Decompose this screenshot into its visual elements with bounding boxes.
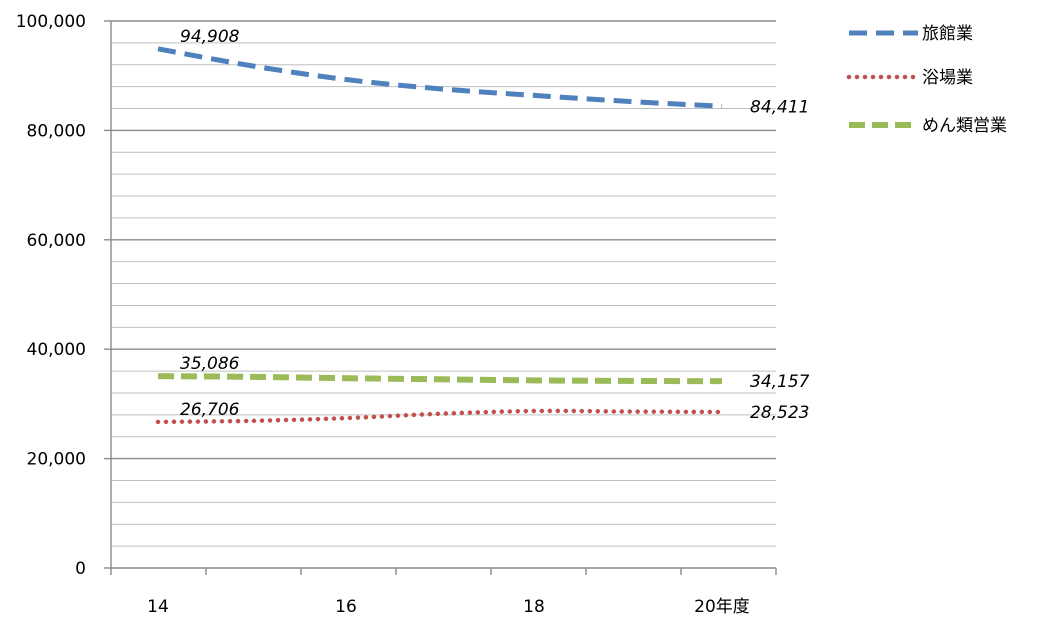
y-tick-label: 20,000 — [27, 450, 86, 470]
data-label: 35,086 — [180, 354, 240, 374]
y-tick-label: 80,000 — [27, 121, 86, 141]
x-tick-label: 14 — [147, 597, 169, 617]
y-tick-label: 60,000 — [27, 231, 86, 251]
data-labels: 94,908 84,411 26,706 28,523 35,086 34,157 — [180, 27, 810, 423]
legend-label: 浴場業 — [922, 68, 973, 88]
x-axis-ticks: 14 16 18 20年度 — [110, 568, 777, 617]
y-tick-label: 0 — [75, 559, 86, 579]
series-lines — [155, 46, 725, 425]
legend-label: めん類営業 — [922, 116, 1007, 136]
axes — [110, 21, 776, 569]
x-tick-label: 20年度 — [694, 597, 750, 617]
x-tick-label: 16 — [335, 597, 357, 617]
series-line-2 — [157, 373, 723, 385]
series-line-0 — [157, 46, 723, 109]
y-tick-label: 100,000 — [16, 12, 86, 32]
y-tick-label: 40,000 — [27, 340, 86, 360]
data-label: 84,411 — [750, 97, 809, 117]
data-label: 34,157 — [750, 372, 810, 392]
series-line-1 — [155, 408, 725, 425]
data-label: 28,523 — [750, 403, 809, 423]
legend-label: 旅館業 — [922, 24, 973, 44]
data-label: 94,908 — [180, 27, 240, 47]
grid-lines — [111, 20, 776, 547]
data-label: 26,706 — [180, 400, 240, 420]
x-tick-label: 18 — [523, 597, 545, 617]
y-axis-ticks: 0 20,000 40,000 60,000 80,000 100,000 — [16, 12, 111, 579]
